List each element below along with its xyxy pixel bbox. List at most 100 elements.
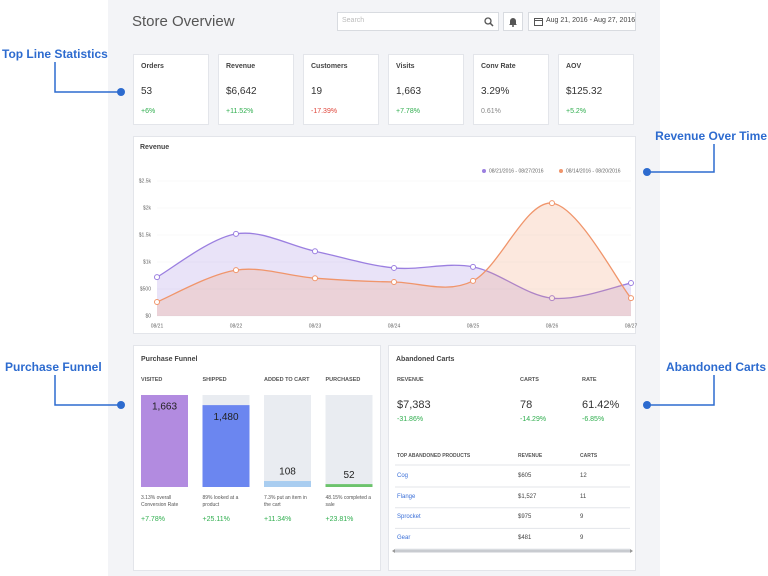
funnel-step-label: PURCHASED	[325, 377, 361, 383]
panel-title: Abandoned Carts	[396, 356, 455, 363]
metric-change: -14.29%	[520, 416, 547, 423]
data-point	[549, 295, 555, 302]
y-tick-label: $2.5k	[139, 178, 152, 184]
funnel-change: +7.78%	[141, 516, 165, 523]
legend-swatch	[559, 169, 563, 173]
data-point	[233, 267, 239, 274]
funnel-column	[264, 395, 311, 487]
callout: Revenue Over Time	[655, 129, 767, 143]
stat-card: Orders 53 +6%	[133, 54, 209, 125]
y-tick-label: $2k	[143, 205, 152, 211]
stat-change: +7.78%	[396, 108, 420, 115]
y-tick-label: $0	[145, 313, 151, 319]
funnel-caption: 7.3% put an item in the cart	[264, 495, 307, 508]
funnel-bar	[202, 405, 250, 487]
x-tick-label: 08/25	[467, 323, 480, 329]
legend-label: 08/21/2016 - 08/27/2016	[489, 168, 544, 174]
stat-change: 0.61%	[481, 108, 501, 115]
series-area	[157, 233, 631, 316]
callout: Abandoned Carts	[665, 360, 766, 374]
table-cell: 11	[580, 493, 587, 500]
metric-value: $7,383	[397, 399, 431, 411]
connector-dot	[643, 401, 651, 409]
stat-label: Customers	[311, 63, 348, 70]
stat-label: Revenue	[226, 63, 256, 70]
stat-label: Orders	[141, 63, 164, 70]
search-placeholder: Search	[342, 17, 365, 24]
page-title: Store Overview	[132, 13, 235, 30]
metric-label: CARTS	[520, 377, 539, 383]
metric-value: 61.42%	[582, 399, 620, 411]
product-link: Cog	[397, 473, 409, 479]
data-point	[154, 298, 160, 305]
table-cell: 12	[580, 473, 587, 479]
table-cell: 9	[580, 514, 584, 521]
y-tick-label: $1.5k	[139, 232, 152, 238]
product-link: Flange	[397, 493, 416, 500]
data-point	[391, 278, 397, 285]
data-point	[549, 200, 555, 207]
x-tick-label: 08/23	[309, 323, 322, 329]
connector-dot	[117, 88, 125, 96]
legend-label: 08/14/2016 - 08/20/2016	[566, 168, 621, 174]
funnel-change: +25.11%	[202, 516, 230, 523]
metric-label: REVENUE	[397, 377, 424, 383]
search-icon	[484, 17, 494, 27]
connector	[650, 375, 715, 406]
connector	[650, 144, 715, 173]
x-tick-label: 08/22	[230, 323, 243, 329]
funnel-value: 1,480	[213, 412, 238, 423]
stat-value: 1,663	[396, 86, 422, 97]
data-point	[470, 263, 476, 270]
panel-title: Purchase Funnel	[141, 356, 198, 363]
funnel-step-label: ADDED TO CART	[264, 377, 310, 383]
connector-dot	[117, 401, 125, 409]
table-cell: $605	[518, 473, 532, 479]
metric-change: -31.86%	[397, 416, 424, 423]
stat-change: +11.52%	[226, 108, 254, 115]
funnel-bar	[264, 481, 311, 487]
funnel-value: 52	[343, 470, 355, 481]
table-cell: $481	[518, 535, 532, 542]
stat-card: Customers 19 -17.39%	[303, 54, 379, 125]
funnel-value: 1,663	[152, 402, 177, 413]
stat-change: +5.2%	[566, 108, 587, 115]
data-point	[628, 280, 634, 287]
table-header: TOP ABANDONED PRODUCTS	[397, 453, 471, 459]
callout: Purchase Funnel	[5, 360, 102, 374]
metric-label: RATE	[582, 377, 597, 383]
funnel-step-label: SHIPPED	[202, 377, 227, 383]
stat-value: 3.29%	[481, 86, 510, 97]
stat-card: AOV $125.32 +5.2%	[558, 54, 634, 125]
stat-change: +6%	[141, 108, 156, 115]
connector-dot	[643, 168, 651, 176]
stat-label: Visits	[396, 63, 415, 70]
funnel-caption: 89% looked at a product	[202, 495, 239, 508]
search-box[interactable]: Search	[337, 12, 499, 31]
stat-label: Conv Rate	[481, 63, 516, 70]
stat-value: 19	[311, 86, 323, 97]
table-header: REVENUE	[518, 453, 543, 459]
calendar-icon	[534, 18, 543, 26]
notifications-button[interactable]	[503, 12, 523, 31]
connectors	[54, 62, 715, 406]
funnel-bar	[325, 484, 373, 487]
legend-swatch	[482, 169, 486, 173]
data-point	[470, 277, 476, 284]
data-point	[628, 295, 634, 302]
y-tick-label: $1k	[143, 259, 152, 265]
table-header: CARTS	[580, 453, 598, 459]
data-point	[312, 275, 318, 282]
stat-card: Conv Rate 3.29% 0.61%	[473, 54, 549, 125]
connector	[54, 62, 119, 93]
data-point	[312, 248, 318, 255]
date-range-picker[interactable]: Aug 21, 2016 - Aug 27, 2016	[528, 12, 636, 31]
x-tick-label: 08/24	[388, 323, 401, 329]
funnel-value: 108	[279, 467, 296, 478]
stat-card: Revenue $6,642 +11.52%	[218, 54, 294, 125]
data-point	[391, 264, 397, 271]
data-point	[154, 274, 160, 281]
stat-value: $6,642	[226, 86, 257, 97]
